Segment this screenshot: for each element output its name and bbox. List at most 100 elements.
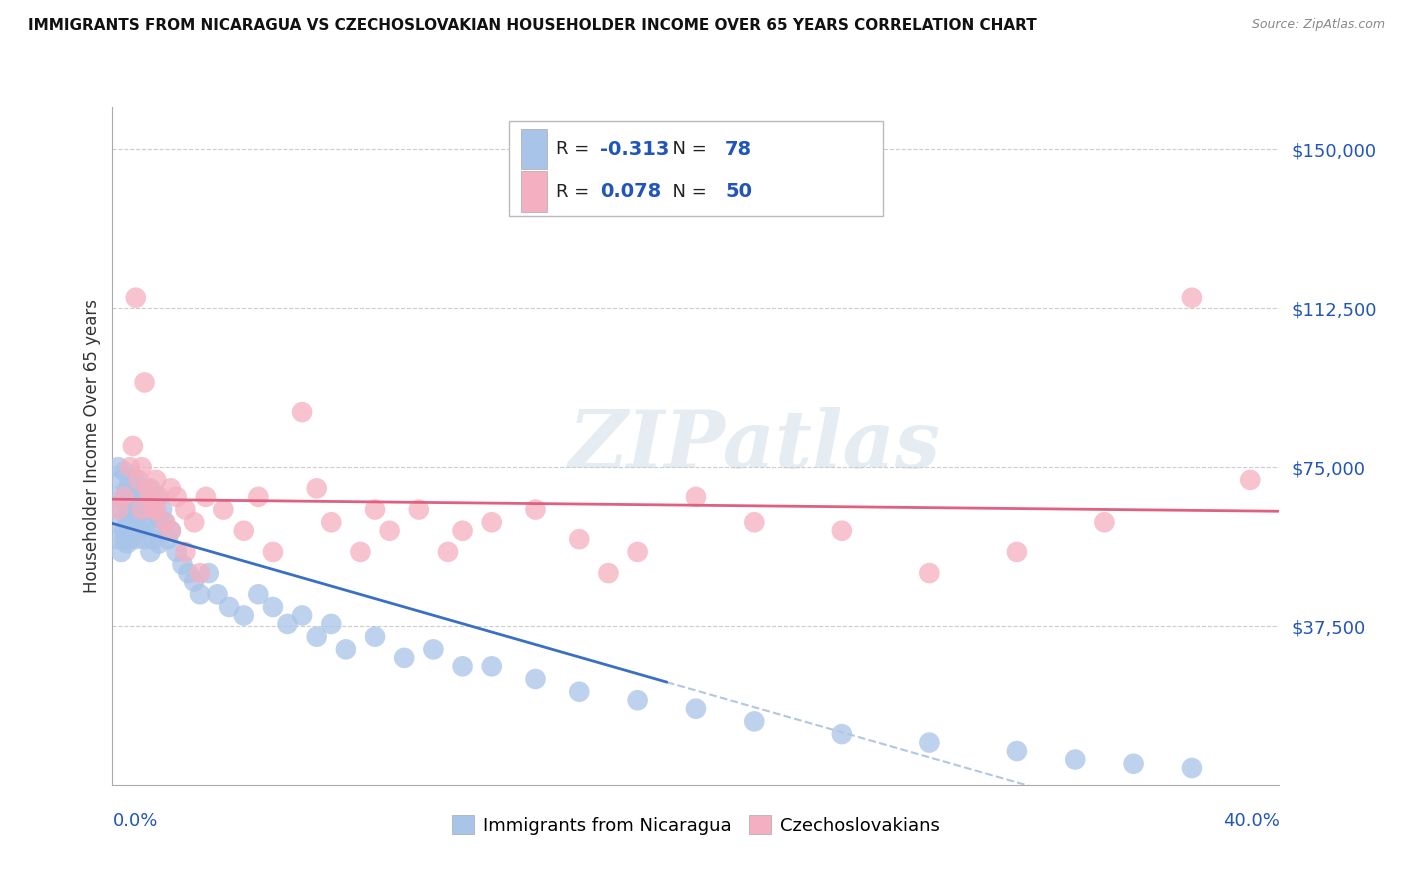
Point: [110, 473, 132, 487]
Point: [197, 566, 219, 581]
Point: [598, 566, 620, 581]
Point: [122, 502, 145, 516]
Point: [153, 515, 176, 529]
Point: [349, 545, 371, 559]
Point: [627, 545, 650, 559]
Point: [1122, 756, 1144, 771]
Point: [262, 599, 284, 614]
Point: [136, 490, 159, 504]
Point: [918, 735, 941, 749]
Point: [262, 545, 284, 559]
Point: [115, 502, 138, 516]
Point: [685, 701, 707, 715]
Point: [118, 460, 141, 475]
Point: [232, 608, 254, 623]
Point: [321, 515, 343, 529]
Point: [128, 502, 150, 516]
Point: [142, 502, 165, 516]
Point: [125, 473, 148, 487]
Point: [153, 515, 176, 529]
Point: [568, 685, 591, 699]
Point: [1181, 291, 1204, 305]
Text: ZIPatlas: ZIPatlas: [568, 408, 941, 484]
Point: [194, 490, 217, 504]
Point: [831, 524, 853, 538]
Point: [110, 502, 132, 516]
Text: R =: R =: [555, 140, 595, 158]
Point: [291, 608, 314, 623]
Point: [139, 482, 162, 496]
Point: [166, 490, 188, 504]
Point: [136, 482, 159, 496]
Point: [112, 524, 135, 538]
FancyBboxPatch shape: [520, 171, 547, 212]
Point: [125, 291, 148, 305]
Point: [207, 587, 229, 601]
Point: [160, 524, 183, 538]
Point: [142, 502, 165, 516]
Point: [115, 536, 138, 550]
Point: [437, 545, 460, 559]
Point: [247, 587, 270, 601]
Point: [218, 599, 240, 614]
Point: [136, 515, 159, 529]
Point: [174, 502, 197, 516]
Point: [125, 511, 148, 525]
Point: [408, 502, 430, 516]
Point: [112, 490, 135, 504]
Point: [831, 727, 853, 741]
Text: 0.078: 0.078: [600, 182, 662, 202]
Point: [1239, 473, 1261, 487]
Point: [118, 490, 141, 504]
Point: [177, 566, 200, 581]
Point: [1181, 761, 1204, 775]
Point: [128, 524, 150, 538]
Point: [524, 502, 547, 516]
Point: [305, 630, 328, 644]
Point: [107, 502, 129, 516]
Point: [742, 515, 765, 529]
Point: [131, 515, 153, 529]
Point: [148, 490, 170, 504]
Point: [107, 532, 129, 546]
Text: N =: N =: [661, 140, 713, 158]
Point: [524, 672, 547, 686]
Point: [122, 490, 145, 504]
Point: [451, 524, 474, 538]
Point: [145, 524, 167, 538]
Point: [122, 439, 145, 453]
Point: [148, 511, 170, 525]
Point: [685, 490, 707, 504]
Point: [160, 524, 183, 538]
Text: IMMIGRANTS FROM NICARAGUA VS CZECHOSLOVAKIAN HOUSEHOLDER INCOME OVER 65 YEARS CO: IMMIGRANTS FROM NICARAGUA VS CZECHOSLOVA…: [28, 18, 1036, 33]
Point: [131, 482, 153, 496]
Point: [276, 617, 298, 632]
Point: [172, 558, 194, 572]
Point: [481, 659, 503, 673]
Point: [364, 502, 387, 516]
Point: [112, 490, 135, 504]
Point: [134, 532, 156, 546]
Text: 40.0%: 40.0%: [1223, 812, 1279, 830]
Point: [183, 574, 205, 589]
Text: R =: R =: [555, 183, 595, 201]
Point: [145, 473, 167, 487]
Point: [148, 536, 170, 550]
Point: [118, 511, 141, 525]
Point: [364, 630, 387, 644]
Text: -0.313: -0.313: [600, 139, 669, 159]
Point: [145, 502, 167, 516]
Point: [1005, 545, 1028, 559]
Point: [150, 502, 173, 516]
Point: [394, 651, 416, 665]
Point: [742, 714, 765, 729]
Point: [188, 566, 211, 581]
Point: [335, 642, 357, 657]
Point: [131, 502, 153, 516]
Point: [481, 515, 503, 529]
Point: [627, 693, 650, 707]
Point: [104, 515, 127, 529]
Point: [125, 532, 148, 546]
Text: 78: 78: [725, 139, 752, 159]
Point: [104, 490, 127, 504]
